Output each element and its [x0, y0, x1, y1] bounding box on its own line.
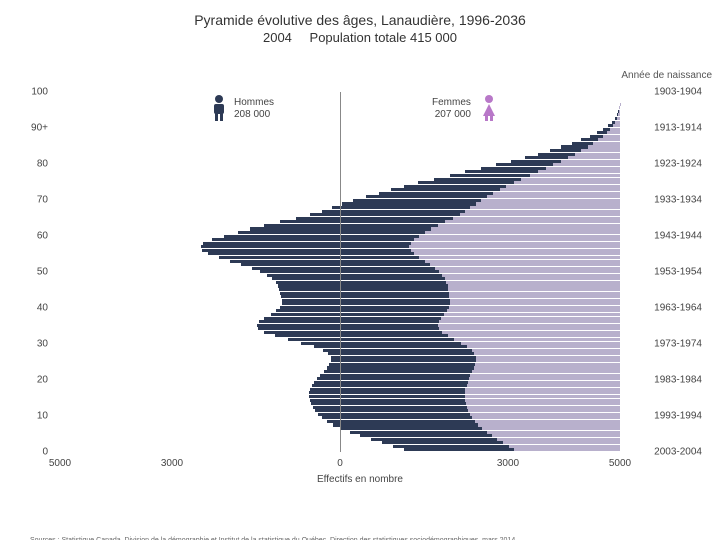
y-tick-birth: 1933-1934: [654, 195, 702, 206]
y-tick-age: 60: [18, 231, 48, 242]
y-tick-birth: 1973-1974: [654, 339, 702, 350]
y-tick-birth: 1943-1944: [654, 231, 702, 242]
y-tick-age: 10: [18, 411, 48, 422]
x-tick: 0: [337, 458, 343, 469]
y-tick-age: 100: [18, 87, 48, 98]
center-axis: [340, 92, 341, 452]
y-tick-age: 80: [18, 159, 48, 170]
population-label: Population totale 415 000: [310, 30, 457, 45]
y-tick-birth: 1963-1964: [654, 303, 702, 314]
year-label: 2004: [263, 30, 292, 45]
bar-women: [514, 448, 620, 451]
birth-year-header: Année de naissance: [621, 70, 712, 81]
y-tick-age: 40: [18, 303, 48, 314]
y-tick-age: 90+: [18, 123, 48, 134]
y-tick-age: 50: [18, 267, 48, 278]
x-tick: 3000: [497, 458, 519, 469]
y-tick-birth: 1953-1954: [654, 267, 702, 278]
y-tick-age: 0: [18, 447, 48, 458]
x-axis-title: Effectifs en nombre: [0, 474, 720, 485]
chart-subtitle: 2004 Population totale 415 000: [0, 30, 720, 45]
y-tick-birth: 2003-2004: [654, 447, 702, 458]
pyramid-chart: [60, 92, 620, 472]
x-tick: 5000: [49, 458, 71, 469]
page: Pyramide évolutive des âges, Lanaudière,…: [0, 12, 720, 540]
y-tick-birth: 1903-1904: [654, 87, 702, 98]
y-tick-birth: 1913-1914: [654, 123, 702, 134]
x-tick: 5000: [609, 458, 631, 469]
y-tick-age: 20: [18, 375, 48, 386]
chart-title: Pyramide évolutive des âges, Lanaudière,…: [0, 12, 720, 28]
y-tick-age: 70: [18, 195, 48, 206]
x-tick: 3000: [161, 458, 183, 469]
bar-men: [404, 448, 514, 451]
y-tick-birth: 1993-1994: [654, 411, 702, 422]
y-tick-birth: 1923-1924: [654, 159, 702, 170]
y-tick-birth: 1983-1984: [654, 375, 702, 386]
y-tick-age: 30: [18, 339, 48, 350]
